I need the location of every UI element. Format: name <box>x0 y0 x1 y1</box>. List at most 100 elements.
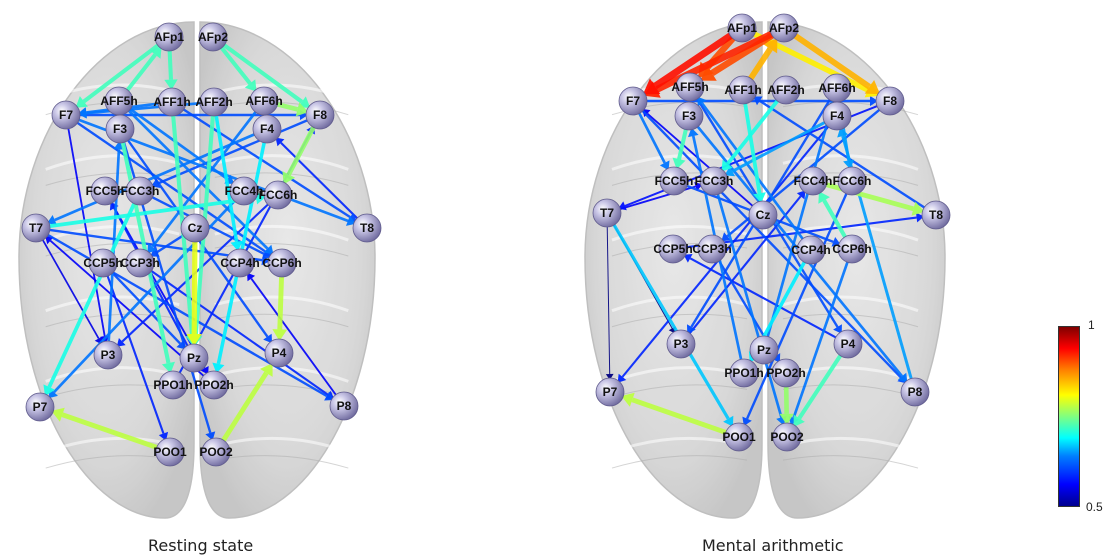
node-AFp1: AFp1 <box>154 22 184 52</box>
electrode-sphere-icon <box>90 176 120 206</box>
edge-AFp1-F7 <box>642 31 734 95</box>
electrode-sphere-icon <box>125 248 155 278</box>
node-CCP4h: CCP4h <box>791 235 831 265</box>
node-AFF1h: AFF1h <box>153 87 191 117</box>
node-AFp2: AFp2 <box>769 13 799 43</box>
node-label: P4 <box>272 346 287 360</box>
node-label: AFF5h <box>671 80 708 94</box>
electrode-sphere-icon <box>88 248 118 278</box>
node-label: P7 <box>33 400 48 414</box>
electrode-sphere-icon <box>201 437 231 467</box>
edge-CCP4h-AFF5h <box>697 96 805 242</box>
node-label: POO1 <box>153 445 187 459</box>
node-label: PPO1h <box>724 366 763 380</box>
node-label: P7 <box>603 385 618 399</box>
sulcus-line <box>45 313 180 328</box>
node-CCP6h: CCP6h <box>832 234 872 264</box>
node-PPO1h: PPO1h <box>153 370 193 400</box>
node-label: F7 <box>59 108 73 122</box>
edge-CCP6h-P4 <box>272 274 288 342</box>
node-P4: P4 <box>264 338 294 368</box>
node-label: FCC5h <box>655 174 694 188</box>
node-F7: F7 <box>618 86 648 116</box>
sulcus-line <box>45 172 180 186</box>
colorbar-max-label: 1 <box>1088 318 1095 332</box>
node-label: F3 <box>113 122 127 136</box>
node-P7: P7 <box>25 392 55 422</box>
node-FCC6h: FCC6h <box>833 166 871 196</box>
node-F8: F8 <box>305 100 335 130</box>
electrode-sphere-icon <box>267 248 297 278</box>
electrode-sphere-icon <box>263 180 293 210</box>
node-FCC3h: FCC3h <box>121 176 159 206</box>
sulcus-line <box>782 101 919 116</box>
node-Cz: Cz <box>748 200 778 230</box>
electrode-sphere-icon <box>158 370 188 400</box>
edge-T7-P7 <box>605 224 614 381</box>
electrode-sphere-icon <box>659 166 689 196</box>
edge-AFF1h-Cz <box>743 101 766 204</box>
electrode-sphere-icon <box>796 235 826 265</box>
node-label: P8 <box>908 385 923 399</box>
node-CCP5h: CCP5h <box>83 248 123 278</box>
node-Pz: Pz <box>179 343 209 373</box>
node-T7: T7 <box>21 213 51 243</box>
node-label: Cz <box>188 221 203 235</box>
node-P8: P8 <box>329 391 359 421</box>
node-label: CCP5h <box>83 256 122 270</box>
node-label: AFp1 <box>727 21 757 35</box>
electrode-sphere-icon <box>329 391 359 421</box>
node-FCC4h: FCC4h <box>794 166 833 196</box>
electrode-sphere-icon <box>199 87 229 117</box>
electrode-sphere-icon <box>699 166 729 196</box>
node-CCP3h: CCP3h <box>692 234 732 264</box>
electrode-sphere-icon <box>798 166 828 196</box>
node-F8: F8 <box>875 86 905 116</box>
gyrus-line <box>214 154 349 171</box>
electrode-sphere-icon <box>93 340 123 370</box>
electrode-sphere-icon <box>21 213 51 243</box>
node-label: AFp2 <box>769 21 799 35</box>
electrode-sphere-icon <box>837 234 867 264</box>
edge-POO1-P7 <box>621 392 729 436</box>
node-label: PPO1h <box>153 378 192 392</box>
node-label: FCC6h <box>259 188 298 202</box>
edge-FCC3h-P7 <box>43 201 137 397</box>
node-label: AFp2 <box>198 30 228 44</box>
node-label: P4 <box>841 337 856 351</box>
node-F3: F3 <box>674 101 704 131</box>
node-label: FCC4h <box>794 174 833 188</box>
electrode-sphere-icon <box>769 13 799 43</box>
electrode-sphere-icon <box>658 234 688 264</box>
electrode-sphere-icon <box>729 358 759 388</box>
node-label: CCP3h <box>692 242 731 256</box>
node-label: T8 <box>360 221 374 235</box>
node-FCC6h: FCC6h <box>259 180 298 210</box>
left-hemisphere <box>584 21 763 519</box>
node-POO2: POO2 <box>199 437 233 467</box>
node-POO1: POO1 <box>153 437 187 467</box>
electrode-sphere-icon <box>229 176 259 206</box>
node-label: AFF2h <box>195 95 232 109</box>
node-AFF5h: AFF5h <box>100 86 138 116</box>
edge-P4-POO2 <box>793 352 844 427</box>
node-T8: T8 <box>921 200 951 230</box>
caption-mental-arithmetic: Mental arithmetic <box>702 536 844 555</box>
edge-Cz-Pz <box>186 239 202 347</box>
sulcus-line <box>782 455 919 469</box>
electrode-sphere-icon <box>900 377 930 407</box>
electrode-sphere-icon <box>157 87 187 117</box>
node-Cz: Cz <box>180 213 210 243</box>
electrode-sphere-icon <box>264 338 294 368</box>
edge-AFp2-F8 <box>792 32 881 95</box>
edge-F3-FCC5h <box>672 127 689 170</box>
node-PPO1h: PPO1h <box>724 358 764 388</box>
node-label: POO2 <box>770 430 804 444</box>
electrode-sphere-icon <box>125 176 155 206</box>
electrode-sphere-icon <box>727 13 757 43</box>
edge-POO2-P4 <box>220 363 273 444</box>
electrode-sphere-icon <box>179 343 209 373</box>
node-T8: T8 <box>352 213 382 243</box>
node-label: AFF5h <box>100 94 137 108</box>
node-CCP6h: CCP6h <box>262 248 302 278</box>
